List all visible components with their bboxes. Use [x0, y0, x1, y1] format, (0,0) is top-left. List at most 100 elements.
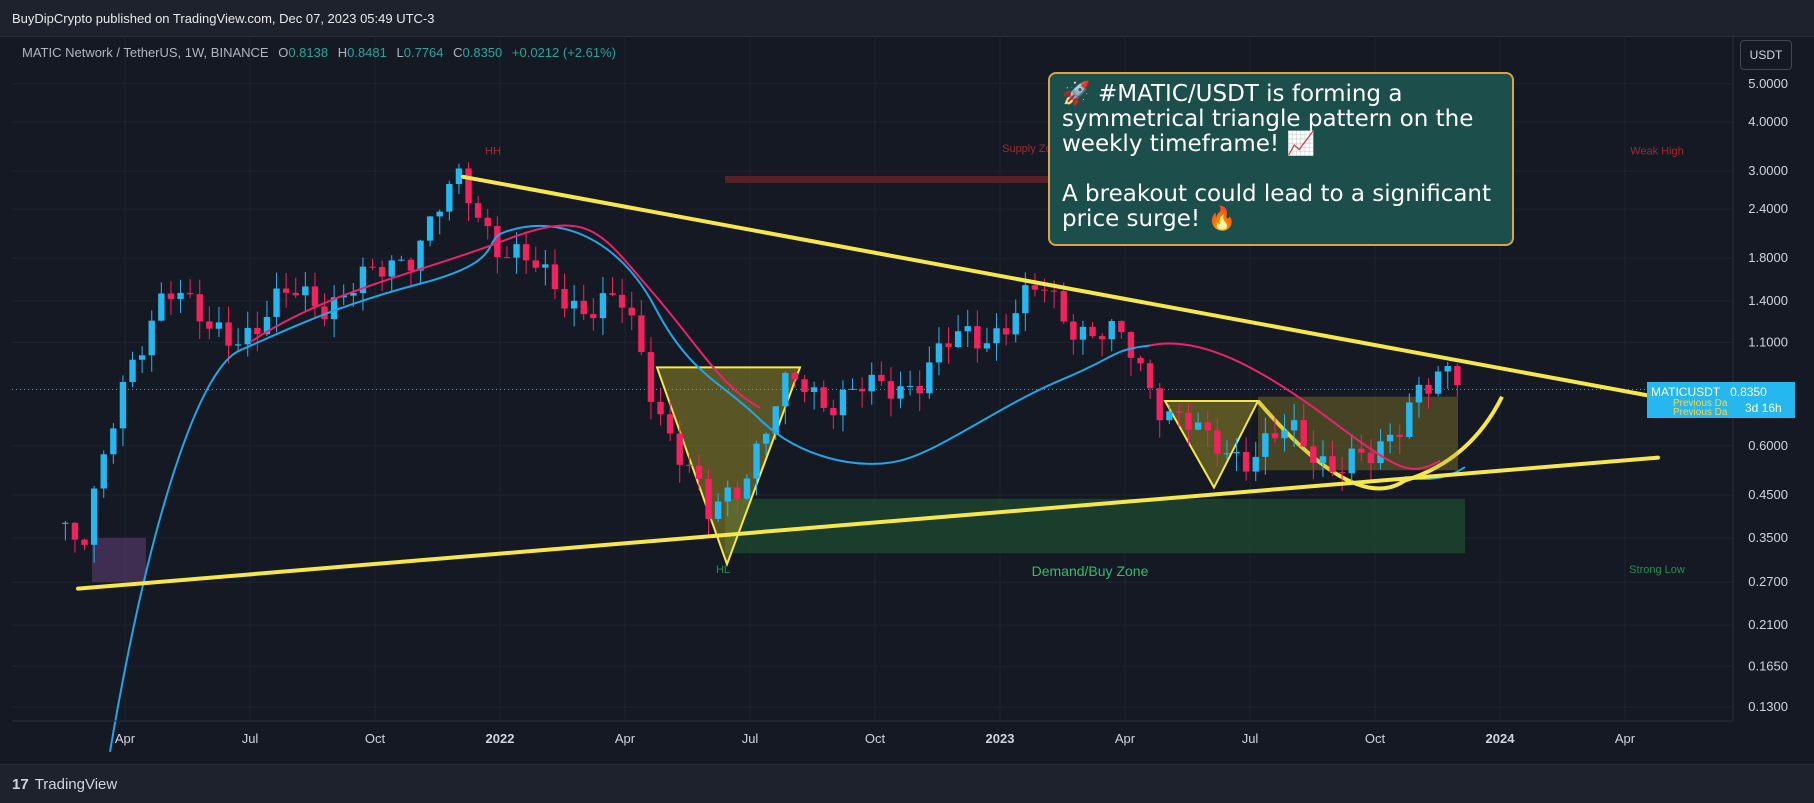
y-tick-label: 5.0000	[1748, 76, 1788, 91]
supply-zone	[725, 176, 1303, 183]
candle-body	[302, 286, 309, 296]
candle-body	[993, 328, 1000, 344]
candle-body	[734, 487, 741, 499]
candle-body	[1396, 434, 1403, 437]
candle-body	[388, 260, 395, 277]
candle-body	[1406, 402, 1413, 437]
candle-body	[1348, 448, 1355, 474]
candle-body	[810, 387, 818, 392]
candle-body	[743, 478, 751, 499]
candle-body	[657, 401, 664, 415]
candle-body	[1166, 411, 1173, 421]
symbol-title: MATIC Network / TetherUS, 1W, BINANCE	[22, 45, 269, 60]
candle-body	[465, 168, 472, 204]
candle-body	[350, 293, 357, 296]
candle-body	[945, 343, 952, 348]
open-label: O	[278, 45, 289, 60]
candle-body	[801, 379, 808, 392]
candle-body	[1137, 357, 1144, 364]
candle-body	[551, 264, 559, 290]
change-value: +0.0212 (+2.61%)	[511, 45, 616, 60]
candle-body	[340, 295, 347, 298]
candle-body	[148, 320, 155, 356]
candle-body	[215, 322, 223, 329]
y-tick-label: 0.4500	[1748, 487, 1788, 502]
slow-ma-line-early	[109, 230, 506, 752]
candle-body	[1319, 456, 1327, 463]
candle-body	[628, 307, 635, 316]
candle-body	[1012, 313, 1019, 335]
candle-body	[561, 289, 568, 309]
candle-body	[263, 316, 271, 335]
candle-body	[282, 288, 290, 293]
y-tick-label: 0.1650	[1748, 658, 1788, 673]
x-tick-label: Jul	[742, 731, 759, 746]
high-label: H	[337, 45, 348, 60]
candle-body	[580, 300, 587, 315]
candle-body	[417, 240, 424, 271]
candle-body	[359, 266, 367, 294]
candle-body	[1214, 430, 1221, 454]
candle-countdown: 3d 16h	[1745, 401, 1782, 415]
currency-unit-button[interactable]: USDT	[1740, 40, 1792, 70]
annotation-weak_high: Weak High	[1630, 146, 1684, 158]
candle-body	[926, 362, 933, 394]
candle-body	[705, 478, 712, 519]
candle-body	[1454, 366, 1461, 386]
close-label: C	[453, 45, 463, 60]
current-price-tag: MATICUSDT 0.8350 3d 16h	[1647, 382, 1795, 418]
y-tick-label: 1.4000	[1748, 293, 1788, 308]
candle-body	[772, 406, 779, 434]
candle-body	[398, 259, 405, 261]
candle-body	[1089, 326, 1096, 337]
candle-body	[167, 293, 175, 299]
chart-axes: 5.0000 4.0000 3.0000 2.4000 1.8000 1.4000 1.10…	[12, 36, 1788, 746]
annotation-hl: HL	[716, 564, 730, 576]
candle-body	[1338, 472, 1346, 474]
tradingview-logo-icon: 17	[12, 776, 29, 793]
candle-body	[686, 464, 693, 466]
candle-body	[753, 443, 760, 479]
close-value: 0.8350	[462, 45, 503, 60]
candle-body	[1300, 420, 1307, 447]
candle-body	[1367, 452, 1375, 464]
previous-day-label-1: Previous Da	[1673, 398, 1728, 409]
candle-body	[1223, 453, 1231, 455]
candle-body	[158, 293, 165, 321]
chart-grid	[12, 36, 1733, 721]
moving-averages	[109, 224, 1466, 752]
candle-body	[791, 372, 799, 380]
candle-body	[695, 465, 703, 479]
candle-body	[1204, 422, 1211, 431]
candle-body	[1242, 451, 1250, 472]
early-accumulation-zone	[92, 537, 146, 583]
candle-body	[1070, 321, 1077, 340]
candle-body	[1444, 366, 1451, 372]
candle-body	[1146, 363, 1154, 389]
candle-body	[906, 385, 914, 387]
candle-body	[503, 257, 511, 259]
candle-body	[494, 226, 501, 258]
candle-body	[311, 286, 319, 307]
y-tick-label: 0.6000	[1748, 438, 1788, 453]
candle-body	[369, 266, 376, 268]
rounded-bottom-curve	[1256, 395, 1504, 491]
chart-patterns	[655, 366, 1504, 568]
price-tag-value: 0.8350	[1730, 385, 1767, 399]
candle-body	[234, 344, 242, 346]
publish-info: BuyDipCrypto published on TradingView.co…	[12, 11, 435, 26]
candle-body	[1262, 433, 1269, 457]
candle-body	[1185, 412, 1192, 430]
tradingview-brand[interactable]: 17 TradingView	[12, 776, 117, 793]
candle-body	[138, 355, 146, 360]
candle-body	[1098, 336, 1106, 340]
candle-body	[119, 381, 127, 429]
candle-body	[1252, 456, 1259, 472]
y-tick-label: 1.1000	[1748, 334, 1788, 349]
candle-body	[964, 326, 971, 332]
trendlines	[76, 174, 1660, 591]
candle-body	[1434, 371, 1442, 394]
candle-body	[1425, 384, 1432, 394]
candle-body	[762, 433, 770, 444]
